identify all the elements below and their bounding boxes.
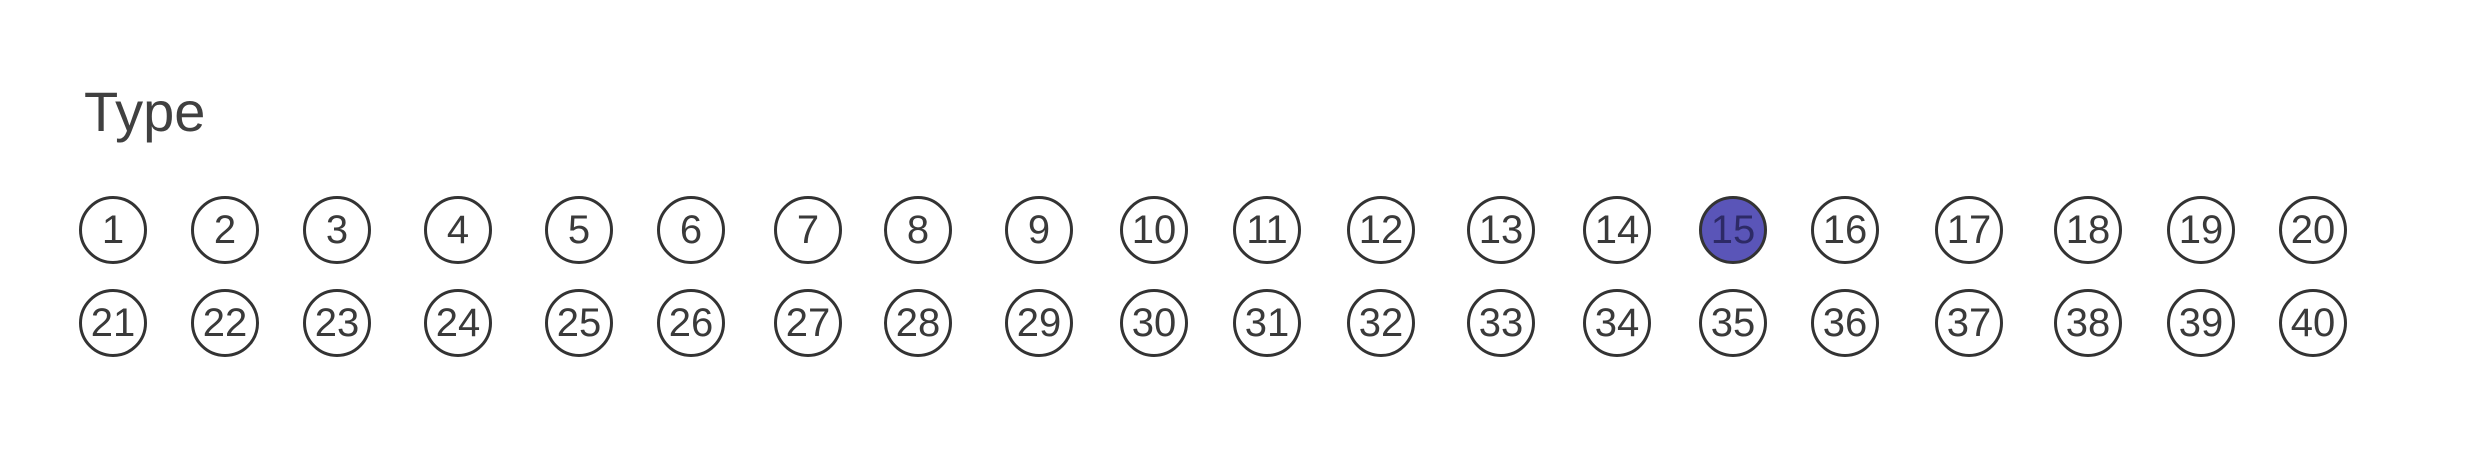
bubble-option-8[interactable]: 8 xyxy=(884,196,952,264)
bubble-option-11[interactable]: 11 xyxy=(1233,196,1301,264)
bubble-option-30[interactable]: 30 xyxy=(1120,289,1188,357)
bubble-option-19[interactable]: 19 xyxy=(2167,196,2235,264)
bubble-option-23[interactable]: 23 xyxy=(303,289,371,357)
bubble-option-28[interactable]: 28 xyxy=(884,289,952,357)
bubble-option-40[interactable]: 40 xyxy=(2279,289,2347,357)
bubble-option-6[interactable]: 6 xyxy=(657,196,725,264)
bubble-option-32[interactable]: 32 xyxy=(1347,289,1415,357)
bubble-option-17[interactable]: 17 xyxy=(1935,196,2003,264)
section-title: Type xyxy=(84,80,206,143)
bubble-option-24[interactable]: 24 xyxy=(424,289,492,357)
bubble-option-15[interactable]: 15 xyxy=(1699,196,1767,264)
bubble-option-7[interactable]: 7 xyxy=(774,196,842,264)
bubble-option-38[interactable]: 38 xyxy=(2054,289,2122,357)
bubble-option-14[interactable]: 14 xyxy=(1583,196,1651,264)
bubble-option-35[interactable]: 35 xyxy=(1699,289,1767,357)
bubble-option-10[interactable]: 10 xyxy=(1120,196,1188,264)
bubble-option-12[interactable]: 12 xyxy=(1347,196,1415,264)
bubble-option-9[interactable]: 9 xyxy=(1005,196,1073,264)
bubble-option-3[interactable]: 3 xyxy=(303,196,371,264)
bubble-option-18[interactable]: 18 xyxy=(2054,196,2122,264)
bubble-option-4[interactable]: 4 xyxy=(424,196,492,264)
bubble-option-33[interactable]: 33 xyxy=(1467,289,1535,357)
bubble-option-25[interactable]: 25 xyxy=(545,289,613,357)
bubble-option-27[interactable]: 27 xyxy=(774,289,842,357)
bubble-option-39[interactable]: 39 xyxy=(2167,289,2235,357)
bubble-option-31[interactable]: 31 xyxy=(1233,289,1301,357)
bubble-option-22[interactable]: 22 xyxy=(191,289,259,357)
bubble-option-26[interactable]: 26 xyxy=(657,289,725,357)
bubble-option-34[interactable]: 34 xyxy=(1583,289,1651,357)
bubble-option-20[interactable]: 20 xyxy=(2279,196,2347,264)
bubble-option-29[interactable]: 29 xyxy=(1005,289,1073,357)
bubble-option-13[interactable]: 13 xyxy=(1467,196,1535,264)
bubble-option-5[interactable]: 5 xyxy=(545,196,613,264)
bubble-option-2[interactable]: 2 xyxy=(191,196,259,264)
bubble-option-1[interactable]: 1 xyxy=(79,196,147,264)
bubble-option-37[interactable]: 37 xyxy=(1935,289,2003,357)
bubble-option-21[interactable]: 21 xyxy=(79,289,147,357)
bubble-option-36[interactable]: 36 xyxy=(1811,289,1879,357)
bubble-option-16[interactable]: 16 xyxy=(1811,196,1879,264)
